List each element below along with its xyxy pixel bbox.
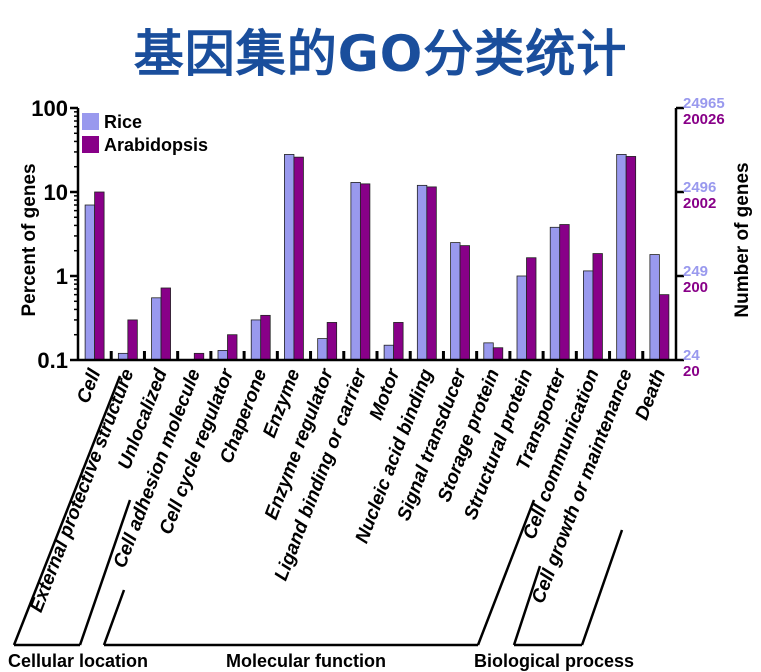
- bar-rice-4: [217, 350, 228, 361]
- bars-layer: [84, 154, 670, 361]
- bracket-biological-right: [580, 529, 624, 646]
- bar-arabidopsis-4: [227, 334, 238, 361]
- y-tick-label: 10: [44, 180, 68, 205]
- y2-tick-label-rice: 24: [683, 347, 700, 364]
- axes-layer: [12, 106, 684, 647]
- bar-rice-16: [616, 154, 627, 361]
- category-label-17: Death: [632, 366, 671, 423]
- legend-label-rice: Rice: [104, 112, 142, 132]
- y2-tick-label-rice: 249: [683, 263, 708, 280]
- bar-rice-8: [350, 182, 361, 361]
- bar-arabidopsis-6: [293, 156, 304, 361]
- y2-tick-label-rice: 24965: [683, 95, 725, 112]
- bar-arabidopsis-7: [326, 322, 338, 361]
- bar-arabidopsis-0: [94, 191, 105, 361]
- bar-rice-17: [649, 254, 660, 361]
- y-tick-label: 1: [56, 264, 68, 289]
- bar-arabidopsis-16: [625, 156, 637, 361]
- y2-tick-label-rice: 2496: [683, 179, 716, 196]
- bar-rice-14: [549, 226, 561, 361]
- page-title: 基因集的GO分类统计: [133, 25, 628, 83]
- bracket-biological-left: [512, 565, 542, 646]
- y2-tick-label-arabidopsis: 20026: [683, 111, 725, 128]
- y2-tick-label-arabidopsis: 200: [683, 279, 708, 296]
- bar-rice-12: [483, 342, 494, 361]
- y2-tick-label-arabidopsis: 2002: [683, 195, 716, 212]
- bar-rice-7: [317, 338, 328, 361]
- bracket-cellular-left: [12, 375, 122, 646]
- bar-arabidopsis-1: [127, 319, 138, 361]
- bar-rice-10: [416, 184, 428, 361]
- bar-rice-15: [583, 270, 594, 361]
- y-tick-label: 100: [31, 96, 68, 121]
- bar-arabidopsis-8: [359, 183, 371, 361]
- legend-swatch-arabidopsis: [82, 136, 99, 153]
- bar-rice-6: [284, 154, 295, 361]
- group-label-1: Molecular function: [226, 651, 386, 671]
- bar-rice-11: [450, 242, 461, 361]
- bracket-molecular-left: [102, 589, 126, 646]
- bar-arabidopsis-17: [658, 294, 670, 361]
- bar-rice-2: [151, 297, 162, 361]
- bar-arabidopsis-10: [426, 186, 437, 361]
- bar-arabidopsis-11: [459, 245, 470, 361]
- bar-arabidopsis-9: [393, 322, 404, 361]
- bar-rice-9: [383, 344, 395, 361]
- group-label-0: Cellular location: [8, 651, 148, 671]
- bar-rice-5: [250, 319, 262, 361]
- bar-arabidopsis-2: [160, 287, 171, 361]
- bar-rice-0: [84, 204, 96, 361]
- y2-axis-title: Number of genes: [732, 162, 753, 317]
- y-tick-label: 0.1: [37, 348, 68, 373]
- bracket-cellular-right: [78, 499, 132, 646]
- y2-tick-label-arabidopsis: 20: [683, 363, 700, 380]
- legend-label-arabidopsis: Arabidopsis: [104, 135, 208, 155]
- bar-rice-13: [516, 275, 527, 361]
- category-label-0: Cell: [73, 366, 105, 407]
- legend-swatch-rice: [82, 113, 99, 130]
- bracket-molecular-right: [476, 499, 536, 646]
- bar-arabidopsis-15: [592, 253, 603, 361]
- bar-arabidopsis-12: [492, 347, 504, 361]
- bar-arabidopsis-5: [260, 314, 271, 361]
- y-axis-title: Percent of genes: [19, 163, 40, 316]
- bar-arabidopsis-14: [559, 224, 570, 361]
- bar-arabidopsis-13: [526, 257, 537, 361]
- group-label-2: Biological process: [474, 651, 634, 671]
